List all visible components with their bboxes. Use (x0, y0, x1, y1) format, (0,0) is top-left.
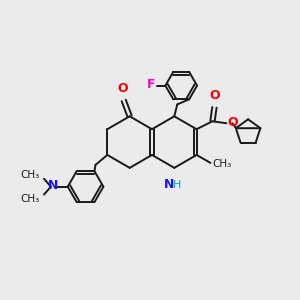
Text: CH₃: CH₃ (21, 170, 40, 180)
Text: F: F (147, 78, 155, 91)
Text: O: O (209, 89, 220, 102)
Text: CH₃: CH₃ (212, 159, 232, 169)
Text: N: N (164, 178, 175, 191)
Text: CH₃: CH₃ (21, 194, 40, 203)
Text: O: O (117, 82, 128, 94)
Text: H: H (173, 180, 182, 190)
Text: O: O (227, 116, 238, 129)
Text: N: N (48, 179, 58, 192)
